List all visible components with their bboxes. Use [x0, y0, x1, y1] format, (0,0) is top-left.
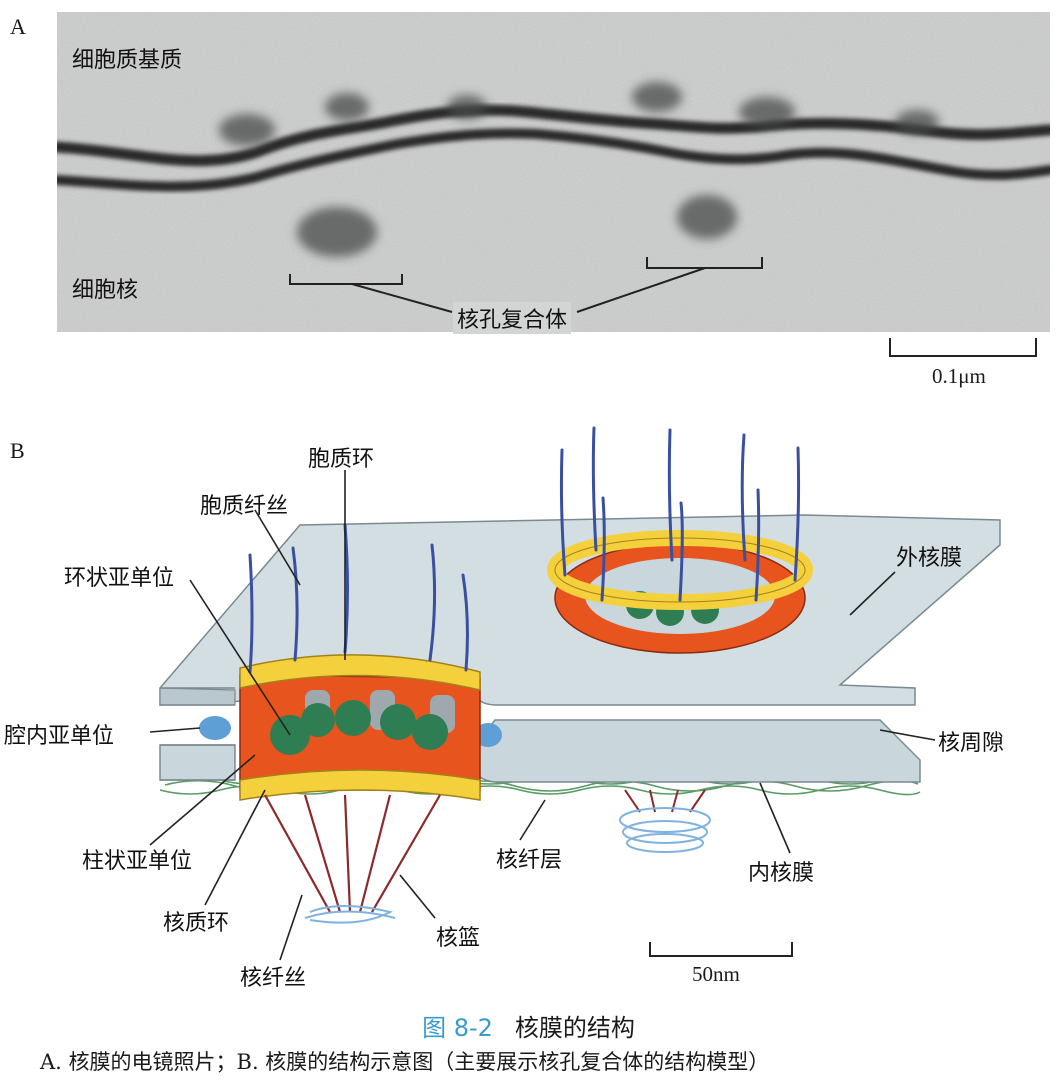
label-cytoplasmic-fibril: 胞质纤丝	[200, 494, 289, 519]
label-nuclear-basket: 核篮	[436, 926, 481, 951]
nuclear-ring	[239, 769, 481, 801]
label-cytoplasmic-ring: 胞质环	[308, 447, 375, 472]
panel-b-letter: B	[10, 438, 25, 463]
back-npc	[547, 426, 813, 654]
lumenal-subunit-left	[199, 716, 231, 740]
figure-caption-description: A. 核膜的电镜照片；B. 核膜的结构示意图（主要展示核孔复合体的结构模型）	[40, 1050, 770, 1074]
label-nuclear-fibril: 核纤丝	[240, 966, 307, 991]
label-cytoplasm: 细胞质基质	[72, 48, 183, 73]
cytoplasmic-ring	[239, 654, 481, 691]
scale-bar-a	[889, 338, 1037, 357]
label-annular-subunit: 环状亚单位	[64, 566, 175, 591]
figure-caption-title: 图 8-2 核膜的结构	[0, 1008, 1057, 1043]
npc-bracket-left	[289, 274, 403, 285]
front-npc	[239, 523, 481, 924]
label-outer-membrane: 外核膜	[896, 546, 963, 571]
scale-bar-b	[649, 942, 793, 957]
label-nuclear-ring: 核质环	[163, 911, 230, 936]
label-npc: 核孔复合体	[453, 302, 572, 334]
lumenal-subunit-right	[474, 723, 502, 747]
figure-title: 核膜的结构	[514, 1014, 635, 1042]
label-nuclear-lamina: 核纤层	[496, 848, 563, 873]
scale-bar-b-label: 50nm	[692, 962, 740, 986]
scale-bar-a-label: 0.1μm	[932, 364, 986, 388]
electron-micrograph	[57, 12, 1050, 332]
label-perinuclear-space: 核周隙	[938, 731, 1005, 756]
basket-terminal-ring	[304, 905, 396, 924]
nuclear-pore-diagram	[149, 426, 1001, 961]
figure-number: 图 8-2	[422, 1014, 493, 1042]
label-column-subunit: 柱状亚单位	[82, 849, 193, 874]
inner-membrane-sheet	[159, 744, 236, 781]
label-nucleus: 细胞核	[72, 278, 139, 303]
label-lumenal-subunit: 腔内亚单位	[4, 724, 115, 749]
basket-under-back-npc	[619, 789, 711, 853]
panel-a-letter: A	[10, 14, 26, 39]
label-inner-membrane: 内核膜	[748, 861, 815, 886]
